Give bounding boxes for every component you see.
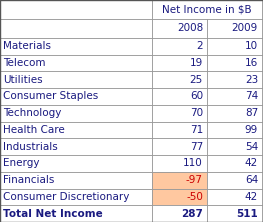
Text: 110: 110	[183, 159, 203, 168]
Bar	[152, 71, 207, 88]
Text: Industrials: Industrials	[3, 142, 58, 152]
Text: Financials: Financials	[3, 175, 54, 185]
Text: 19: 19	[190, 58, 203, 68]
Text: 511: 511	[236, 209, 258, 219]
Bar	[207, 205, 262, 222]
Text: Total Net Income: Total Net Income	[3, 209, 103, 219]
Bar	[0, 88, 152, 105]
Text: 64: 64	[245, 175, 258, 185]
Text: 2009: 2009	[232, 24, 258, 34]
Text: Net Income in $B: Net Income in $B	[162, 4, 252, 14]
Text: 87: 87	[245, 108, 258, 118]
Bar	[0, 122, 152, 138]
Text: Utilities: Utilities	[3, 75, 43, 85]
Bar	[0, 172, 152, 188]
Bar	[207, 122, 262, 138]
Text: 71: 71	[190, 125, 203, 135]
Text: 60: 60	[190, 91, 203, 101]
Bar	[207, 172, 262, 188]
Bar	[152, 188, 207, 205]
Bar	[207, 55, 262, 71]
Bar	[152, 105, 207, 122]
Text: 99: 99	[245, 125, 258, 135]
Bar	[152, 88, 207, 105]
Text: -97: -97	[186, 175, 203, 185]
Bar	[0, 19, 152, 38]
Bar	[207, 88, 262, 105]
Bar	[152, 188, 207, 205]
Text: 70: 70	[190, 108, 203, 118]
Text: Technology: Technology	[3, 108, 61, 118]
Text: 42: 42	[245, 159, 258, 168]
Text: 74: 74	[245, 91, 258, 101]
Bar	[152, 19, 207, 38]
Text: Consumer Staples: Consumer Staples	[3, 91, 98, 101]
Text: Materials: Materials	[3, 41, 51, 51]
Bar	[0, 55, 152, 71]
Text: -50: -50	[186, 192, 203, 202]
Bar	[207, 38, 262, 55]
Bar	[152, 38, 207, 55]
Bar	[0, 38, 152, 55]
Text: 77: 77	[190, 142, 203, 152]
Bar	[207, 155, 262, 172]
Bar	[207, 19, 262, 38]
Bar	[0, 138, 152, 155]
Text: 2008: 2008	[177, 24, 203, 34]
Bar	[0, 205, 152, 222]
Bar	[0, 188, 152, 205]
Bar	[152, 205, 207, 222]
Text: Consumer Discretionary: Consumer Discretionary	[3, 192, 129, 202]
Text: 16: 16	[245, 58, 258, 68]
Bar	[207, 105, 262, 122]
Bar	[207, 71, 262, 88]
Bar	[152, 55, 207, 71]
Text: 10: 10	[245, 41, 258, 51]
Bar	[152, 172, 207, 188]
Bar	[0, 155, 152, 172]
Bar	[207, 188, 262, 205]
Bar	[152, 122, 207, 138]
Bar	[152, 0, 262, 19]
Text: 42: 42	[245, 192, 258, 202]
Bar	[152, 155, 207, 172]
Bar	[0, 0, 152, 19]
Bar	[0, 105, 152, 122]
Text: Energy: Energy	[3, 159, 39, 168]
Text: 2: 2	[196, 41, 203, 51]
Text: 23: 23	[245, 75, 258, 85]
Bar	[207, 138, 262, 155]
Bar	[152, 172, 207, 188]
Bar	[152, 138, 207, 155]
Bar	[0, 71, 152, 88]
Text: Telecom: Telecom	[3, 58, 45, 68]
Text: 25: 25	[190, 75, 203, 85]
Text: 54: 54	[245, 142, 258, 152]
Text: Health Care: Health Care	[3, 125, 65, 135]
Text: 287: 287	[181, 209, 203, 219]
